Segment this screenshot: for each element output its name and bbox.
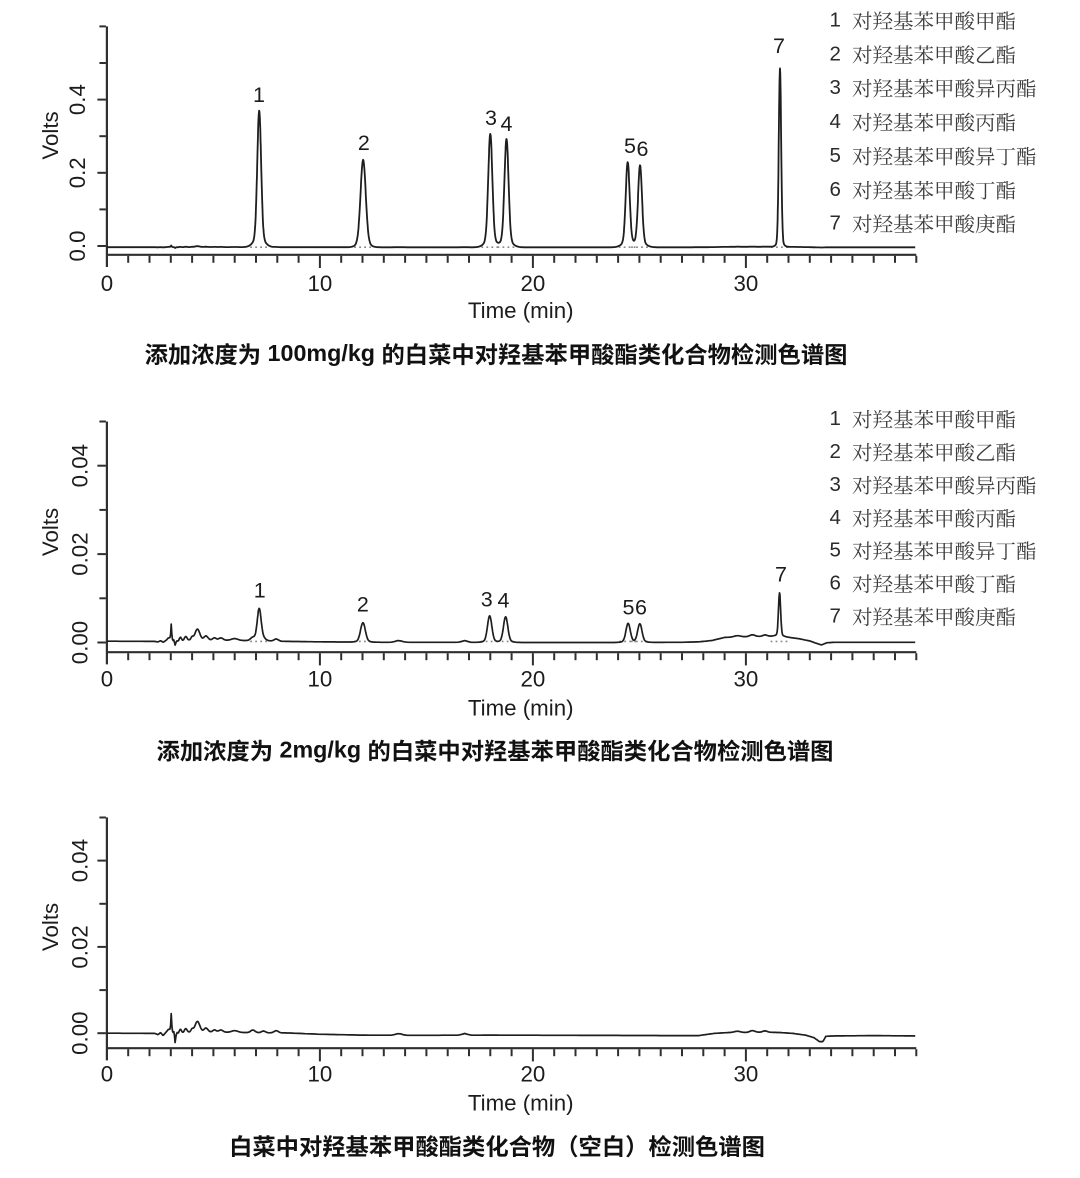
svg-text:添加浓度为 2mg/kg 的白菜中对羟基苯甲酸酯类化合物检测: 添加浓度为 2mg/kg 的白菜中对羟基苯甲酸酯类化合物检测色谱图	[157, 733, 834, 767]
svg-text:Volts: Volts	[38, 903, 63, 951]
svg-text:10: 10	[307, 667, 332, 692]
svg-text:20: 20	[520, 271, 545, 296]
svg-text:7: 7	[775, 563, 787, 587]
svg-text:2: 2	[358, 131, 370, 155]
svg-text:7: 7	[773, 34, 785, 58]
svg-text:4: 4	[501, 112, 513, 136]
svg-text:3: 3	[485, 106, 497, 130]
svg-text:Time (min): Time (min)	[468, 298, 574, 323]
svg-text:5: 5	[623, 596, 635, 620]
svg-text:白菜中对羟基苯甲酸酯类化合物（空白）检测色谱图: 白菜中对羟基苯甲酸酯类化合物（空白）检测色谱图	[229, 1128, 765, 1162]
svg-text:0.02: 0.02	[68, 925, 93, 968]
svg-text:6: 6	[637, 137, 649, 161]
svg-text:0.04: 0.04	[68, 444, 93, 487]
svg-text:6: 6	[635, 596, 647, 620]
svg-text:1: 1	[253, 83, 265, 107]
svg-text:0.02: 0.02	[68, 532, 93, 575]
svg-text:0: 0	[101, 271, 113, 296]
svg-text:0.0: 0.0	[65, 231, 90, 262]
svg-text:Volts: Volts	[38, 508, 63, 556]
svg-text:0.2: 0.2	[65, 157, 90, 188]
svg-text:30: 30	[733, 271, 758, 296]
svg-text:0.4: 0.4	[65, 84, 90, 115]
svg-text:0: 0	[101, 1062, 113, 1087]
svg-text:0.04: 0.04	[68, 839, 93, 882]
svg-text:0.00: 0.00	[68, 1011, 93, 1054]
svg-text:4: 4	[498, 589, 510, 613]
svg-text:10: 10	[307, 271, 332, 296]
svg-text:20: 20	[520, 667, 545, 692]
svg-text:0: 0	[101, 667, 113, 692]
svg-text:2: 2	[357, 593, 369, 617]
svg-text:Time (min): Time (min)	[468, 1091, 574, 1116]
svg-text:30: 30	[733, 667, 758, 692]
svg-text:10: 10	[307, 1062, 332, 1087]
svg-text:1: 1	[254, 579, 266, 603]
svg-text:20: 20	[520, 1062, 545, 1087]
svg-text:Time (min): Time (min)	[468, 696, 574, 721]
svg-text:5: 5	[624, 134, 636, 158]
svg-text:3: 3	[481, 588, 493, 612]
svg-text:30: 30	[733, 1062, 758, 1087]
svg-text:0.00: 0.00	[68, 621, 93, 664]
svg-text:添加浓度为 100mg/kg 的白菜中对羟基苯甲酸酯类化合物: 添加浓度为 100mg/kg 的白菜中对羟基苯甲酸酯类化合物检测色谱图	[145, 336, 848, 370]
svg-text:Volts: Volts	[38, 111, 63, 159]
